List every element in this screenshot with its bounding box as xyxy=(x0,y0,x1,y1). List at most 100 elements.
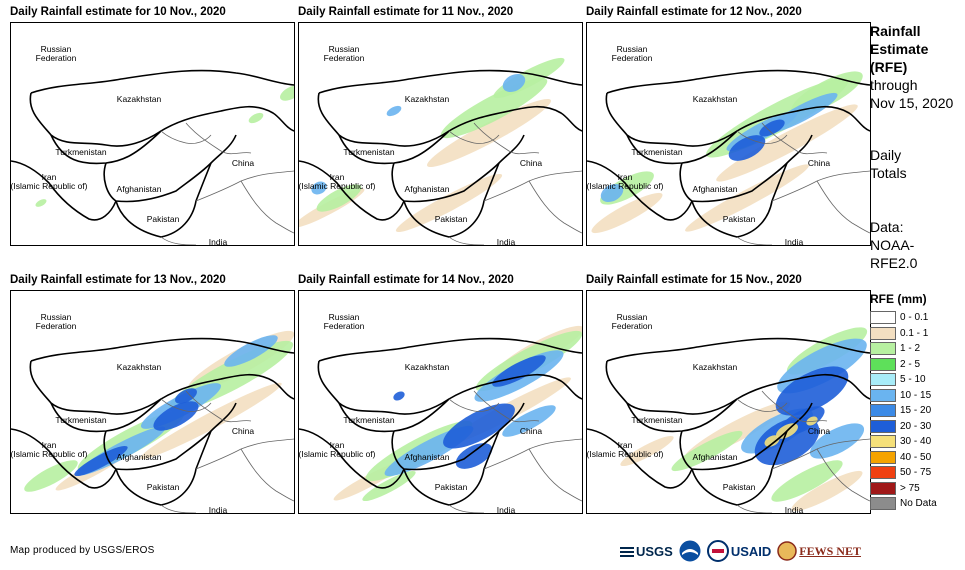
side-source2: RFE2.0 xyxy=(870,255,918,271)
rainfall-area xyxy=(386,105,402,117)
country-border xyxy=(103,134,237,203)
fewsnet-logo: FEWS NET xyxy=(777,541,861,561)
country-border xyxy=(391,402,525,471)
legend-item: 0 - 0.1 xyxy=(870,310,928,325)
legend-label: 30 - 40 xyxy=(900,436,932,447)
country-border xyxy=(448,504,485,513)
rainfall-area xyxy=(671,430,743,472)
rainfall-map: Russian Federation Kazakhstan Turkmenistan I… xyxy=(298,22,583,246)
rainfall-area xyxy=(809,423,865,459)
country-label-china: China xyxy=(807,158,831,168)
country-border xyxy=(736,130,788,144)
country-border xyxy=(103,402,237,471)
rainfall-area xyxy=(685,164,809,232)
country-border xyxy=(587,160,693,221)
country-label-kazakhstan: Kazakhstan xyxy=(116,362,162,372)
country-border xyxy=(606,337,870,362)
country-border xyxy=(403,162,500,238)
legend-item: 15 - 20 xyxy=(870,403,931,418)
rainfall-area xyxy=(502,73,526,93)
country-label-india: India xyxy=(208,505,228,514)
country-label-iran: Iran (Islamic Republic of) xyxy=(298,172,376,191)
country-label-russia: Russian Federation xyxy=(611,312,653,331)
rainfall-area xyxy=(775,366,849,416)
country-label-china: China xyxy=(231,158,255,168)
country-label-turkmenistan: Turkmenistan xyxy=(55,147,107,157)
country-border xyxy=(736,504,773,513)
country-border xyxy=(691,430,788,506)
legend-label: 2 - 5 xyxy=(900,358,921,370)
legend-swatch xyxy=(870,326,896,340)
country-label-afghanistan: Afghanistan xyxy=(116,184,162,194)
legend-swatch xyxy=(870,497,896,510)
rainfall-area xyxy=(395,173,503,233)
country-label-pakistan: Pakistan xyxy=(434,214,468,224)
country-border xyxy=(816,180,870,234)
legend-swatch xyxy=(870,311,896,324)
map-canvas xyxy=(11,330,294,513)
legend-item: 40 - 50 xyxy=(870,450,931,465)
rainfall-area xyxy=(620,435,674,467)
side-date: Nov 15, 2020 xyxy=(870,95,954,111)
rainfall-area xyxy=(35,199,47,207)
country-border xyxy=(195,170,294,202)
side-daily: Daily xyxy=(870,147,902,163)
rainfall-map: Russian Federation Kazakhstan Turkmenistan I… xyxy=(298,290,583,514)
map-canvas xyxy=(587,327,870,513)
rainfall-area xyxy=(175,388,197,404)
rainfall-area xyxy=(716,104,858,182)
country-border xyxy=(448,398,500,412)
country-border xyxy=(473,122,540,155)
country-border xyxy=(185,122,252,155)
country-label-afghanistan: Afghanistan xyxy=(404,184,450,194)
country-label-afghanistan: Afghanistan xyxy=(116,452,162,462)
legend-swatch xyxy=(870,466,896,479)
country-border xyxy=(473,390,540,423)
country-border xyxy=(816,448,870,502)
rainfall-area xyxy=(224,335,278,367)
country-label-iran: Iran (Islamic Republic of) xyxy=(586,172,664,191)
country-label-kazakhstan: Kazakhstan xyxy=(692,362,738,372)
legend-item: 5 - 10 xyxy=(870,372,926,387)
panel-title: Daily Rainfall estimate for 12 Nov., 202… xyxy=(586,6,802,18)
legend-swatch xyxy=(870,419,896,433)
country-label-russia: Russian Federation xyxy=(35,312,77,331)
country-border xyxy=(528,180,582,234)
country-border xyxy=(115,162,212,238)
side-title-line1: Rainfall xyxy=(870,23,921,39)
country-label-turkmenistan: Turkmenistan xyxy=(631,147,683,157)
rainfall-area xyxy=(764,435,780,447)
legend-label: No Data xyxy=(900,498,937,509)
legend-item: 1 - 2 xyxy=(870,341,920,356)
rainfall-map: Russian Federation Kazakhstan Turkmenistan I… xyxy=(586,22,871,246)
legend-swatch xyxy=(870,481,896,495)
country-label-turkmenistan: Turkmenistan xyxy=(631,415,683,425)
side-data-label: Data: xyxy=(870,219,904,235)
rainfall-area xyxy=(393,391,405,401)
country-label-pakistan: Pakistan xyxy=(146,214,180,224)
country-label-india: India xyxy=(784,237,804,246)
map-canvas xyxy=(299,325,582,513)
country-label-afghanistan: Afghanistan xyxy=(692,184,738,194)
legend-swatch xyxy=(870,342,896,355)
legend-swatch xyxy=(870,404,896,417)
country-border xyxy=(761,390,828,423)
country-border xyxy=(318,337,582,362)
legend-label: 0.1 - 1 xyxy=(900,327,929,339)
rainfall-area xyxy=(74,445,128,477)
country-label-pakistan: Pakistan xyxy=(434,482,468,492)
rainfall-area xyxy=(248,112,264,124)
country-border xyxy=(115,430,212,506)
country-border xyxy=(299,428,405,489)
country-border xyxy=(691,162,788,238)
country-label-turkmenistan: Turkmenistan xyxy=(343,147,395,157)
country-label-kazakhstan: Kazakhstan xyxy=(692,94,738,104)
country-border xyxy=(160,398,212,412)
country-border xyxy=(736,236,773,245)
legend-item: 20 - 30 xyxy=(870,419,931,434)
side-through: through xyxy=(870,77,918,93)
country-border xyxy=(448,130,500,144)
country-label-china: China xyxy=(519,426,543,436)
side-title: Rainfall Estimate (RFE) through Nov 15, … xyxy=(870,22,953,112)
legend-swatch xyxy=(870,357,896,371)
